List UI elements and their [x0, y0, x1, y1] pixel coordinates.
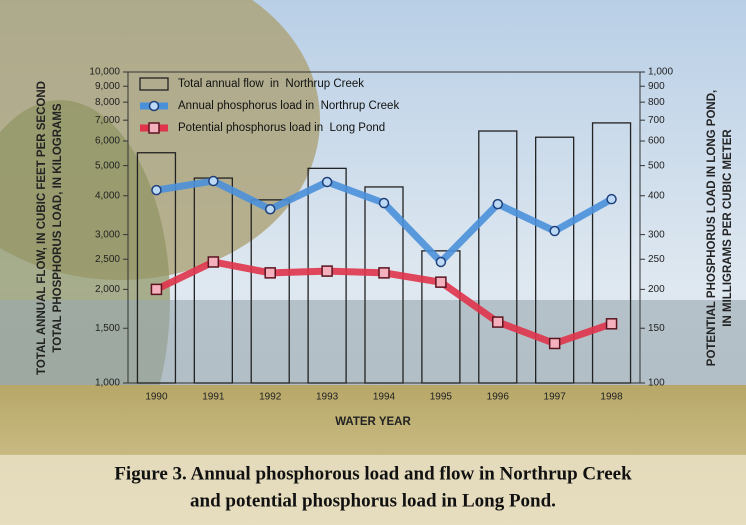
legend-swatch	[148, 100, 160, 112]
bar	[591, 122, 632, 384]
y-tick-label: 6,000	[95, 136, 120, 147]
y-tick-label: 2,500	[95, 254, 120, 265]
bar	[364, 186, 404, 384]
marker	[492, 198, 504, 210]
x-tick-label: 1995	[430, 392, 453, 403]
y-tick-label: 2,000	[95, 284, 120, 295]
y2-tick-label: 300	[648, 229, 665, 240]
y2-tick-label: 150	[648, 323, 665, 334]
y2-tick-label: 600	[648, 136, 665, 147]
y-tick-label: 1,000	[95, 378, 120, 389]
legend-label: Annual phosphorus load in Northrup Creek	[178, 100, 399, 112]
y-tick-label: 7,000	[95, 115, 120, 126]
y-tick-label: 3,000	[95, 229, 120, 240]
marker	[208, 175, 219, 187]
caption: and potential phosphorus load in Long Po…	[190, 490, 556, 511]
marker	[378, 197, 390, 209]
x-tick-label: 1990	[145, 392, 168, 403]
marker	[264, 203, 276, 215]
marker	[378, 267, 390, 279]
y-axis-label: TOTAL PHOSPHORUS LOAD, IN KILOGRAMS	[52, 103, 64, 353]
bar	[136, 152, 177, 384]
marker	[207, 256, 220, 268]
y2-tick-label: 700	[648, 115, 665, 126]
bar	[250, 199, 290, 384]
y-tick-label: 8,000	[95, 97, 120, 108]
y2-axis-label: IN MILLIGRAMS PER CUBIC METER	[722, 129, 734, 327]
y2-tick-label: 250	[648, 254, 665, 265]
x-tick-label: 1997	[544, 392, 567, 403]
bar	[535, 136, 575, 384]
marker	[606, 193, 617, 205]
y2-tick-label: 400	[648, 190, 665, 201]
bar	[307, 167, 347, 384]
x-tick-label: 1993	[316, 392, 339, 403]
y-tick-label: 5,000	[95, 160, 120, 171]
x-tick-label: 1994	[373, 392, 396, 403]
y-tick-label: 4,000	[95, 190, 120, 201]
y2-tick-label: 800	[648, 97, 665, 108]
legend-swatch	[148, 122, 160, 134]
y2-tick-label: 100	[648, 378, 665, 389]
caption: Figure 3. Annual phosphorous load and fl…	[114, 463, 632, 484]
y2-tick-label: 900	[648, 81, 665, 92]
y-tick-label: 9,000	[95, 81, 120, 92]
marker	[605, 318, 618, 330]
marker	[321, 265, 333, 277]
legend-swatch	[139, 77, 169, 91]
marker	[264, 267, 276, 279]
x-tick-label: 1991	[202, 392, 225, 403]
x-tick-label: 1992	[259, 392, 282, 403]
y-tick-label: 1,500	[95, 323, 120, 334]
x-axis-label: WATER YEAR	[335, 416, 411, 428]
marker	[548, 337, 561, 350]
legend-label: Total annual flow in Northrup Creek	[178, 78, 364, 90]
x-tick-label: 1996	[487, 392, 510, 403]
bar	[421, 250, 461, 384]
y-tick-label: 10,000	[89, 67, 120, 78]
y2-tick-label: 1,000	[648, 67, 673, 78]
y2-tick-label: 200	[648, 284, 665, 295]
marker	[492, 316, 504, 328]
bar	[478, 130, 518, 384]
y2-tick-label: 500	[648, 160, 665, 171]
legend-label: Potential phosphorus load in Long Pond	[178, 122, 385, 134]
marker	[150, 283, 163, 296]
marker	[435, 256, 447, 268]
marker	[151, 184, 162, 196]
marker	[549, 225, 560, 237]
marker	[321, 176, 333, 188]
y-axis-label: TOTAL ANNUAL FLOW, IN CUBIC FEET PER SEC…	[36, 81, 48, 375]
marker	[435, 276, 447, 288]
y2-axis-label: POTENTIAL PHOSPHORUS LOAD IN LONG POND,	[706, 90, 718, 366]
x-tick-label: 1998	[600, 392, 623, 403]
